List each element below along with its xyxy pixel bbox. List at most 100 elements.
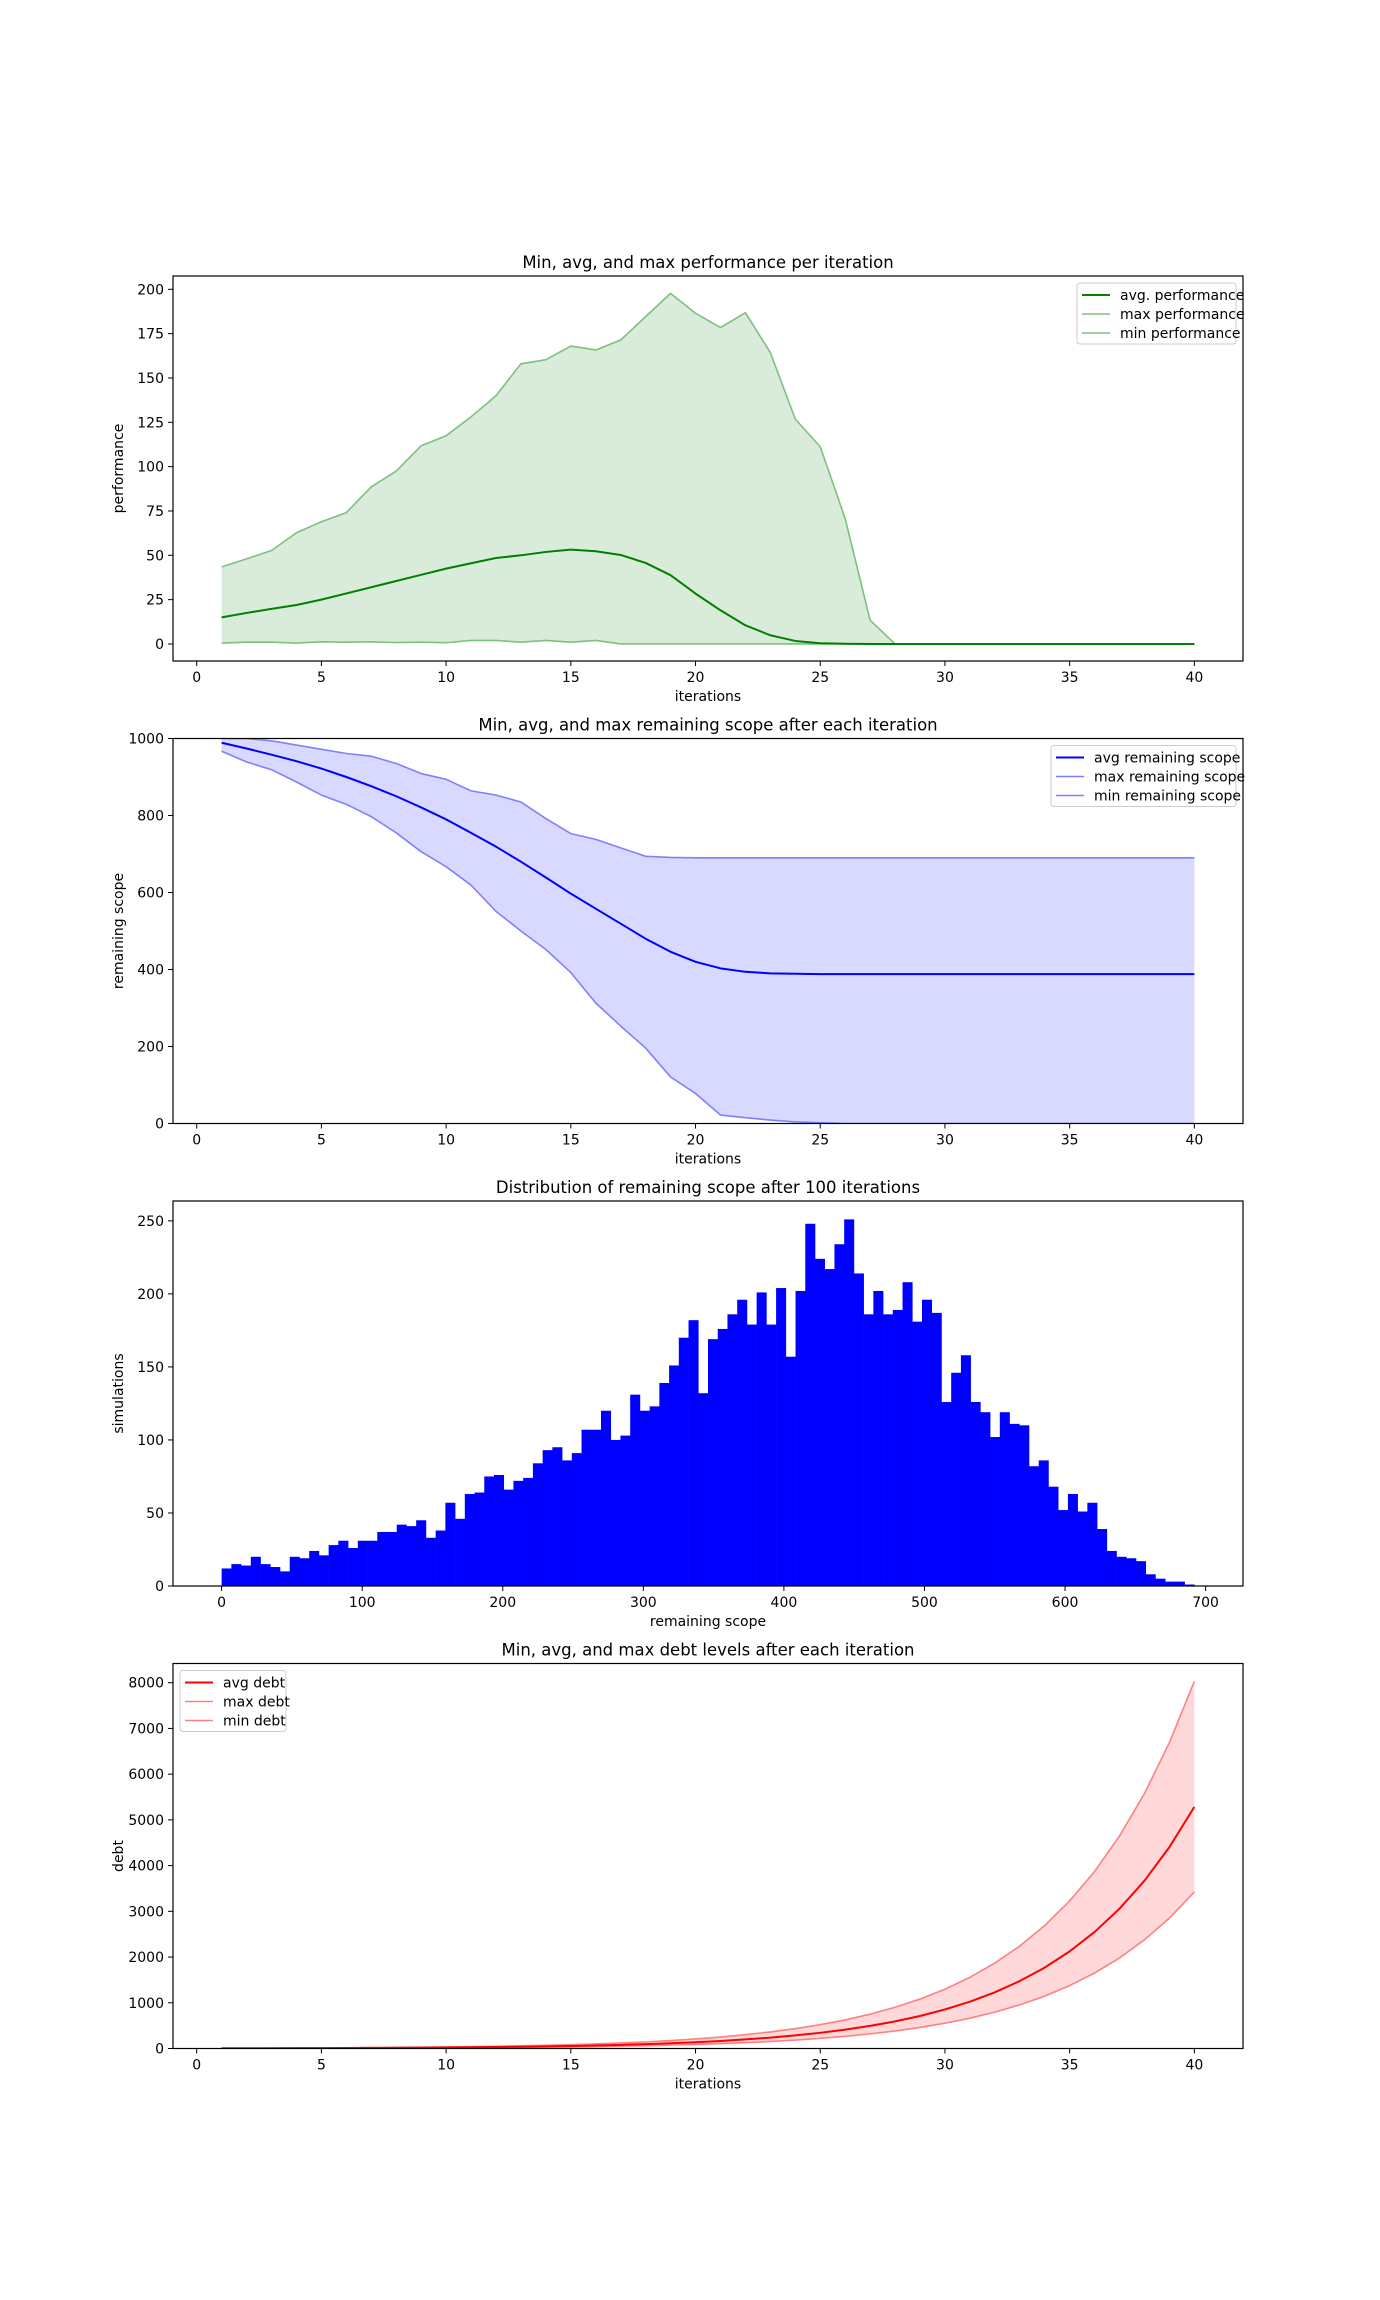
legend-label: avg. performance	[1120, 288, 1244, 304]
y-tick-label: 200	[137, 1287, 164, 1303]
x-tick-label: 15	[562, 1133, 580, 1149]
histogram-bar	[1067, 1493, 1078, 1586]
x-tick-label: 30	[936, 1133, 954, 1149]
y-tick-label: 0	[155, 637, 164, 653]
range-fill-band	[221, 738, 1195, 1124]
histogram-bar	[853, 1273, 864, 1586]
y-tick-label: 100	[137, 1433, 164, 1449]
histogram-bar	[698, 1393, 709, 1586]
x-tick-label: 30	[936, 2058, 954, 2074]
histogram-bar	[1009, 1423, 1020, 1586]
x-tick-label: 15	[562, 670, 580, 686]
histogram-bar	[299, 1558, 310, 1586]
y-tick-label: 150	[137, 371, 164, 387]
histogram-bar	[1097, 1529, 1108, 1586]
x-tick-label: 0	[192, 1133, 201, 1149]
legend-label: max debt	[223, 1695, 290, 1711]
legend-label: avg remaining scope	[1094, 751, 1240, 767]
histogram-bar	[455, 1518, 466, 1586]
y-tick-label: 200	[137, 1040, 164, 1056]
chart-title: Distribution of remaining scope after 10…	[496, 1178, 920, 1197]
x-tick-label: 25	[811, 670, 829, 686]
x-tick-label: 20	[687, 670, 705, 686]
y-tick-label: 3000	[128, 1904, 164, 1920]
histogram-bar	[941, 1401, 952, 1586]
legend-box	[179, 1670, 287, 1732]
chart-title: Min, avg, and max performance per iterat…	[522, 253, 893, 272]
chart-3: 0 5 10 15 20 25 30 35 40 0 1000 2000 3000 4000 5000 600…	[111, 1641, 1244, 2093]
histogram-bar	[289, 1556, 300, 1586]
x-tick-label: 25	[811, 1133, 829, 1149]
y-tick-label: 175	[137, 327, 164, 343]
histogram-bar	[737, 1299, 748, 1586]
histogram-bar	[766, 1324, 777, 1586]
histogram-bar	[260, 1564, 271, 1586]
y-tick-label: 7000	[128, 1721, 164, 1737]
histogram-bar	[1184, 1584, 1195, 1586]
histogram-bar	[873, 1290, 884, 1586]
histogram-bar	[980, 1412, 991, 1586]
x-tick-label: 200	[489, 1595, 516, 1611]
histogram-bar	[523, 1477, 534, 1586]
series-line-avg-remaining-scope	[221, 741, 1195, 976]
x-tick-label: 500	[911, 1595, 938, 1611]
histogram-bar	[513, 1480, 524, 1586]
histogram-bar	[1174, 1581, 1185, 1586]
range-fill-band	[221, 293, 1195, 644]
y-tick-label: 6000	[128, 1767, 164, 1783]
histogram-bar	[824, 1269, 835, 1586]
axes-frame	[172, 1662, 1244, 2050]
histogram-bar	[309, 1550, 320, 1586]
histogram-bar	[999, 1412, 1010, 1586]
y-axis-label: remaining scope	[111, 873, 127, 989]
histogram-bar	[581, 1429, 592, 1586]
y-tick-label: 2000	[128, 1950, 164, 1966]
x-tick-label: 35	[1061, 670, 1079, 686]
histogram-bar	[659, 1382, 670, 1586]
plot-area	[221, 1681, 1196, 2049]
histogram-bar	[795, 1290, 806, 1586]
histogram-bar	[1116, 1556, 1127, 1586]
histogram-bar	[552, 1447, 563, 1586]
plot-area	[221, 738, 1195, 1124]
y-axis-label: debt	[111, 1840, 127, 1872]
histogram-bar	[1019, 1425, 1030, 1586]
y-tick-label: 0	[155, 1117, 164, 1133]
histogram-bar	[746, 1324, 757, 1586]
histogram-bar	[1106, 1550, 1117, 1586]
y-tick-label: 100	[137, 460, 164, 476]
histogram-bar	[1136, 1561, 1147, 1586]
histogram-bar	[1165, 1581, 1176, 1586]
y-tick-label: 125	[137, 415, 164, 431]
histogram-bar	[1058, 1510, 1069, 1586]
chart-title: Min, avg, and max debt levels after each…	[502, 1641, 915, 1660]
histogram-bar	[328, 1545, 339, 1586]
x-tick-label: 700	[1192, 1595, 1219, 1611]
histogram-bar	[620, 1435, 631, 1586]
y-tick-label: 8000	[128, 1676, 164, 1692]
histogram-bar	[678, 1337, 689, 1586]
y-axis-label: performance	[111, 424, 127, 514]
histogram-bar	[591, 1429, 602, 1586]
histogram-bar	[1029, 1466, 1040, 1586]
chart-title: Min, avg, and max remaining scope after …	[478, 716, 937, 735]
legend: avg. performance max performance min perfo…	[1076, 282, 1245, 345]
x-tick-label: 25	[811, 2058, 829, 2074]
plot-area	[221, 292, 1195, 645]
legend-label: min remaining scope	[1094, 789, 1241, 805]
histogram-bar	[1126, 1558, 1137, 1586]
legend-label: max remaining scope	[1094, 770, 1245, 786]
y-tick-label: 0	[155, 1579, 164, 1595]
histogram-bar	[912, 1321, 923, 1586]
x-tick-label: 5	[317, 1133, 326, 1149]
x-tick-label: 300	[630, 1595, 657, 1611]
histogram-bar	[776, 1288, 787, 1586]
plot-area	[221, 1219, 1195, 1586]
histogram-bar	[367, 1540, 378, 1586]
x-tick-label: 40	[1185, 1133, 1203, 1149]
legend-label: min performance	[1120, 326, 1241, 342]
histogram-bar	[532, 1463, 543, 1586]
histogram-bar	[1155, 1578, 1166, 1586]
y-tick-label: 800	[137, 809, 164, 825]
